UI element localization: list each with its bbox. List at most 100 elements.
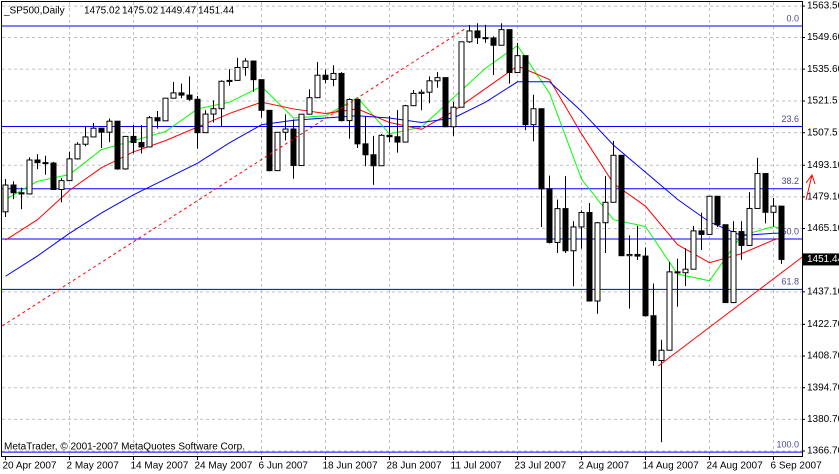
axis-layer: 1563.50 1549.60 1535.60 1521.5 1507.5 1493.10… [3,1,839,472]
candle-body [250,60,257,81]
candle-body [674,271,681,274]
y-tick-label: 1493.10 [807,160,839,171]
y-tick-label: 1437.10 [807,286,839,297]
close-value: 1451.44 [198,6,235,17]
candle-body [506,29,513,74]
candle-body [18,192,25,195]
candle-body [154,117,161,122]
candle-layer [2,23,785,443]
candle-body [706,195,713,235]
candle-body [434,77,441,82]
candle-body [770,205,777,213]
x-tick-label: 6 Sep 2007 [771,461,823,472]
fibo-label: 23.6 [781,114,799,124]
candle-body [98,127,105,133]
y-tick-label: 1380.70 [807,414,839,425]
x-tick-label: 6 Jun 2007 [259,461,309,472]
candle-body [698,230,705,235]
x-tick-label: 14 Aug 2007 [643,461,700,472]
candle-body [778,205,785,260]
y-tick-label: 1563.50 [807,1,839,12]
candle-body [370,154,377,167]
y-tick-label: 1549.60 [807,32,839,43]
y-tick-label: 1394.70 [807,382,839,393]
candle-body [730,231,737,304]
candle-body [578,211,585,228]
x-tick-label: 2 Aug 2007 [579,461,630,472]
candle-body [762,173,769,213]
candle-body [442,77,449,128]
x-tick-label: 28 Jun 2007 [387,461,442,472]
candle-body [210,108,217,115]
candle-body [538,108,545,190]
candle-body [658,349,665,362]
candle-body [170,92,177,99]
candle-body [602,201,609,224]
fibo-label: 0.0 [786,13,799,23]
y-tick-label: 1535.60 [807,64,839,75]
trend-line [2,27,467,327]
candle-body [522,55,529,126]
candle-body [458,41,465,108]
candle-body [746,207,753,246]
candle-body [618,154,625,257]
candle-body [122,135,129,170]
candle-body [218,80,225,110]
chart-title: _SP500,Daily [3,6,65,17]
candle-body [322,74,329,80]
candle-body [410,92,417,107]
candle-body [666,271,673,351]
candle-body [194,98,201,134]
candle-body [402,105,409,143]
x-tick-label: 14 May 2007 [131,461,189,472]
y-tick-label: 1507.5 [807,127,838,138]
candle-body [186,94,193,100]
candle-body [610,154,617,203]
x-tick-label: 18 Jun 2007 [323,461,378,472]
price-label-box [803,253,839,266]
x-tick-label: 24 Aug 2007 [707,461,764,472]
candle-body [650,315,657,362]
grid-layer [2,2,802,456]
arrow-object [805,173,816,201]
candle-body [626,253,633,257]
candle-body [570,226,577,252]
candle-body [242,60,249,68]
candle-body [634,253,641,257]
candle-body [74,143,81,160]
trend-line [657,256,803,367]
candle-body [90,127,97,138]
low-value: 1449.47 [160,6,197,17]
candle-body [482,37,489,40]
candle-body [594,222,601,302]
x-tick-label: 20 Apr 2007 [3,461,57,472]
candle-body [514,55,521,74]
candle-body [282,128,289,133]
trend-layer [2,27,803,367]
candle-body [290,128,297,166]
candle-body [378,134,385,167]
candle-body [386,134,393,138]
y-tick-label: 1465.10 [807,223,839,234]
fibo-label: 50.0 [781,226,799,236]
candle-body [546,188,553,243]
y-tick-label: 1521.5 [807,96,838,107]
y-tick-label: 1422.70 [807,319,839,330]
candle-body [642,255,649,317]
fibo-label: 61.8 [781,277,799,287]
x-tick-label: 24 May 2007 [195,461,253,472]
candle-body [330,72,337,80]
candle-body [202,113,209,134]
candle-body [274,131,281,172]
candle-body [114,120,121,170]
y-tick-label: 1479.10 [807,192,839,203]
candle-body [490,37,497,46]
candle-body [258,79,265,111]
candle-body [314,74,321,99]
candle-body [266,109,273,172]
high-value: 1475.02 [122,6,159,17]
y-tick-label: 1408.70 [807,351,839,362]
candle-body [418,91,425,94]
candle-body [138,142,145,148]
